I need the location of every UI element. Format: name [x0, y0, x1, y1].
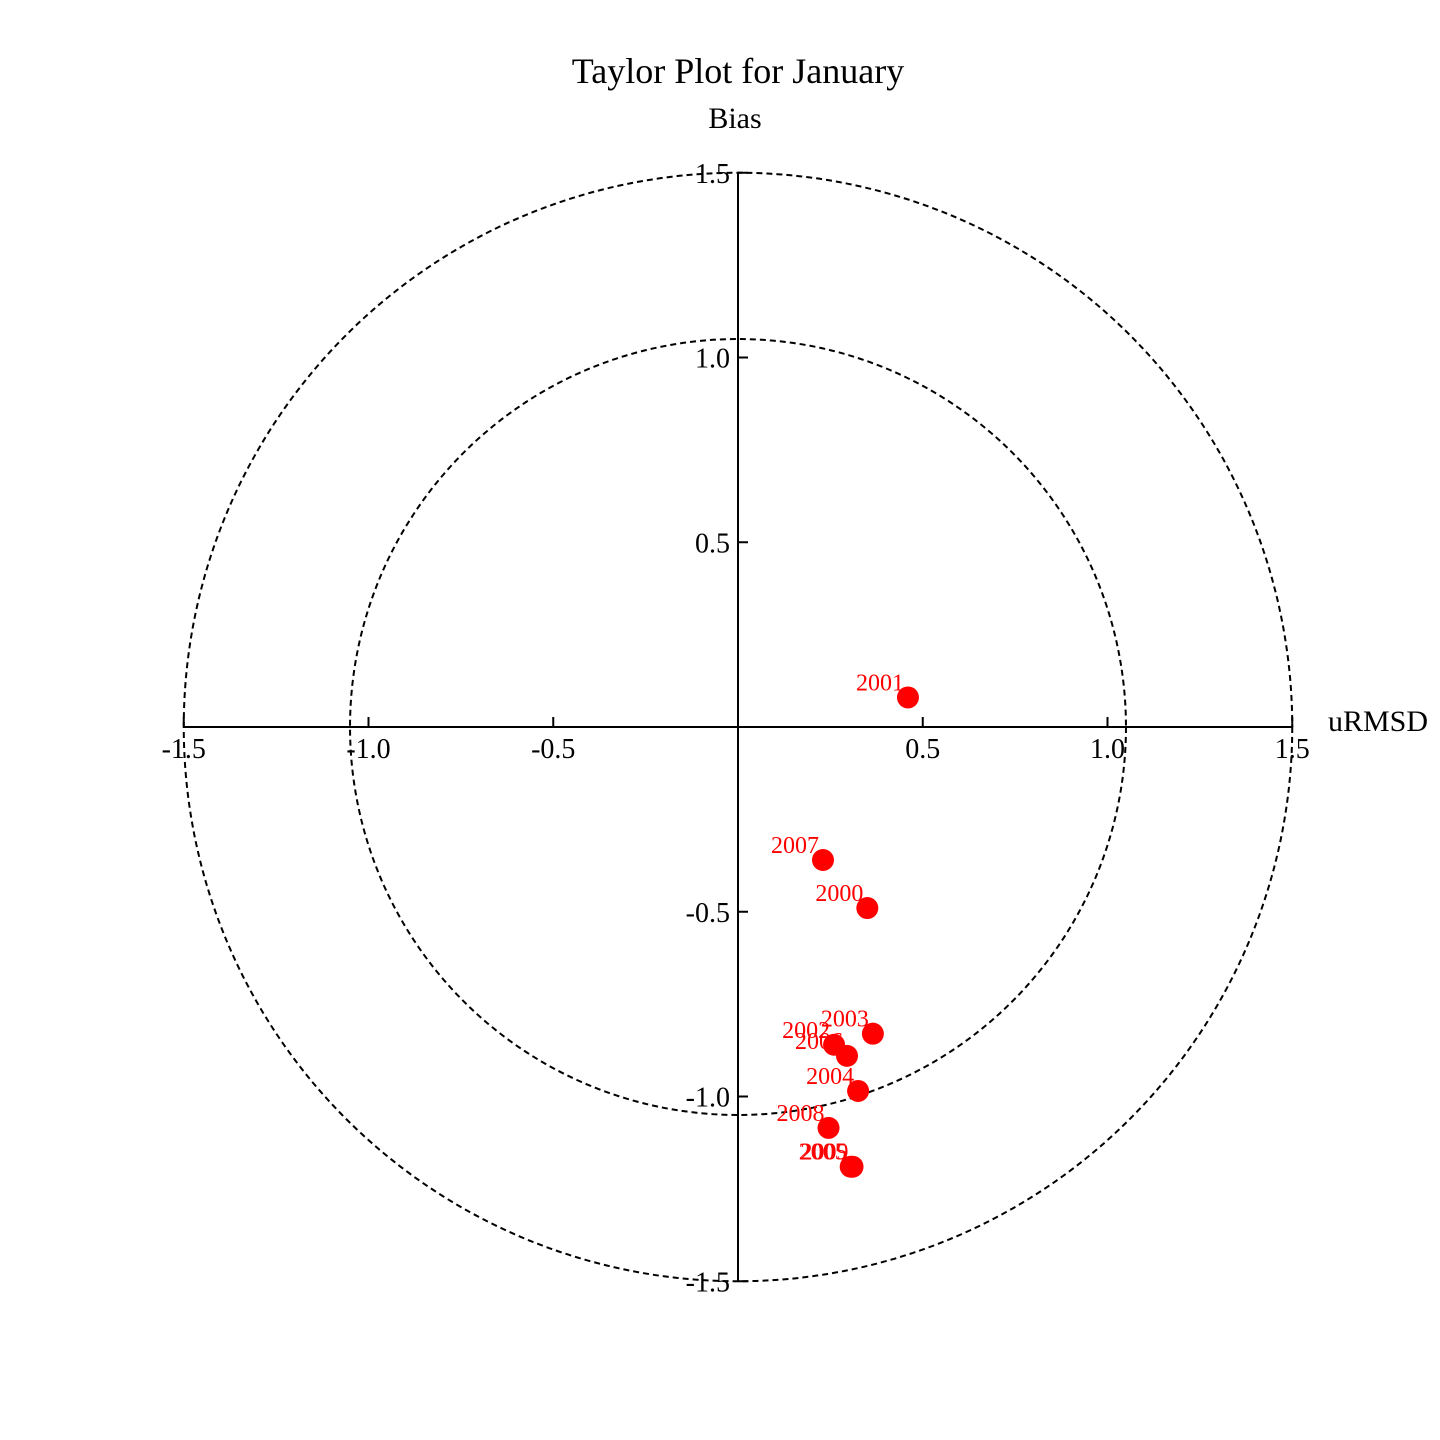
data-point-label-2004: 2004	[806, 1064, 854, 1090]
y-tick-label: 1.0	[695, 344, 730, 375]
data-point-2008	[817, 1116, 840, 1139]
axes	[183, 172, 1293, 1282]
data-point-2001	[896, 686, 919, 709]
data-point-label-2001: 2001	[856, 670, 904, 696]
data-point-label-2003: 2003	[821, 1007, 869, 1033]
x-tick-label: 1.5	[1275, 734, 1310, 765]
data-point-2004	[847, 1079, 870, 1102]
data-point-2006	[836, 1044, 859, 1067]
data-point-label-2009: 2009	[801, 1140, 849, 1166]
data-point-label-2000: 2000	[815, 881, 863, 907]
y-tick-label: 0.5	[695, 528, 730, 559]
data-point-label-2006: 2006	[795, 1029, 843, 1055]
data-point-2009	[841, 1155, 864, 1178]
data-point-2007	[811, 849, 834, 872]
y-tick-label: 1.5	[695, 159, 730, 190]
data-point-2003	[861, 1022, 884, 1045]
data-point-label-2005: 2005	[799, 1140, 847, 1166]
y-axis-label: Bias	[708, 102, 761, 135]
data-point-2000	[856, 897, 879, 920]
data-point-label-2008: 2008	[777, 1101, 825, 1127]
data-point-label-2002: 2002	[782, 1018, 830, 1044]
x-tick-label: -0.5	[531, 734, 575, 765]
x-tick-label: 0.5	[905, 734, 940, 765]
y-tick-label: -1.0	[686, 1083, 730, 1114]
y-tick-label: -0.5	[686, 898, 730, 929]
chart-title: Taylor Plot for January	[572, 51, 904, 91]
x-tick-label: 1.0	[1090, 734, 1125, 765]
tick-labels: -1.5 -1.0 -0.5 0.5 1.0 1.5 1.5 1.0 0.5 -0.5 -1.0 -1…	[162, 159, 1310, 1299]
x-tick-label: -1.5	[162, 734, 206, 765]
x-axis-label: uRMSD	[1328, 705, 1428, 738]
y-tick-label: -1.5	[686, 1267, 730, 1298]
x-tick-label: -1.0	[346, 734, 390, 765]
data-point-label-2007: 2007	[771, 833, 819, 859]
